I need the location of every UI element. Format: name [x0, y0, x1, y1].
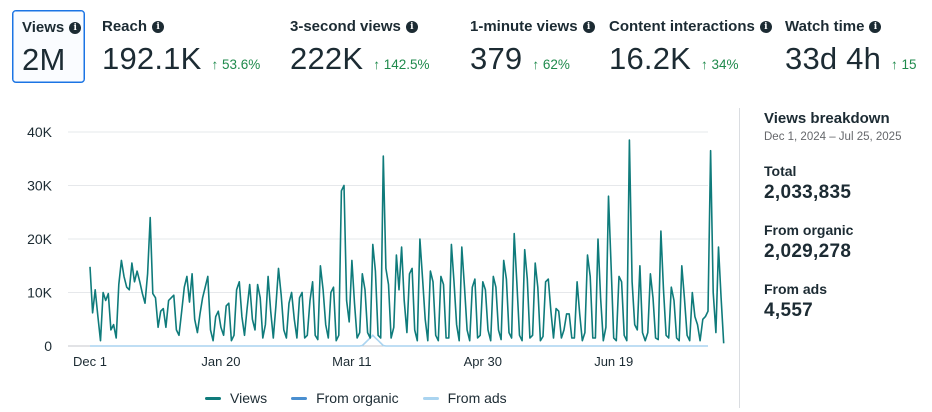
metric-1-minute-views[interactable]: 1-minute views i 379 ↑ 62% — [461, 10, 601, 83]
x-tick-label: Jan 20 — [201, 354, 240, 369]
metric-3-second-views-value: 222K — [290, 41, 364, 76]
breakdown-ads-value: 4,557 — [764, 300, 814, 321]
info-icon[interactable]: i — [759, 20, 772, 33]
info-icon[interactable]: i — [582, 20, 595, 33]
info-icon[interactable]: i — [869, 20, 882, 33]
metric-content-interactions-label: Content interactions i — [609, 18, 772, 35]
breakdown-organic-value: 2,029,278 — [764, 241, 852, 262]
metric-content-interactions[interactable]: Content interactions i 16.2K ↑ 34% — [600, 10, 772, 83]
breakdown-date-range: Dec 1, 2024 – Jul 25, 2025 — [764, 131, 902, 143]
y-tick-label: 30K — [27, 178, 53, 194]
views-chart-svg: 0 10K 20K 30K 40K Dec 1 Jan 20 Mar 11 Apr 30 Jun… — [27, 124, 725, 369]
x-tick-label: Apr 30 — [464, 354, 502, 369]
metric-views-value: 2M — [22, 42, 66, 77]
metric-reach-value: 192.1K — [102, 41, 202, 76]
metric-views[interactable]: Views i 2M — [12, 10, 85, 83]
panel-divider — [739, 108, 740, 408]
y-tick-label: 0 — [44, 338, 52, 354]
breakdown-total-label: Total — [764, 163, 797, 179]
info-icon[interactable]: i — [69, 21, 82, 34]
metric-content-interactions-value: 16.2K — [609, 41, 692, 76]
info-icon[interactable]: i — [405, 20, 418, 33]
legend-swatch-from-ads — [422, 396, 439, 400]
metric-reach-change: ↑ 53.6% — [211, 57, 261, 72]
metric-reach-label: Reach i — [102, 18, 165, 35]
breakdown-total-value: 2,033,835 — [764, 182, 852, 203]
metric-watch-time-value: 33d 4h — [785, 41, 882, 76]
metric-views-label: Views i — [22, 19, 82, 36]
series-line-views — [89, 139, 725, 344]
legend-swatch-from-organic — [291, 396, 308, 400]
views-breakdown-panel: Views breakdown Dec 1, 2024 – Jul 25, 20… — [764, 110, 932, 322]
legend-item-from-ads[interactable]: From ads — [422, 390, 507, 406]
metric-1-minute-views-value: 379 — [470, 41, 523, 76]
breakdown-ads-label: From ads — [764, 281, 828, 297]
legend-swatch-views — [205, 396, 221, 400]
info-icon[interactable]: i — [152, 20, 165, 33]
breakdown-title: Views breakdown — [764, 110, 890, 127]
metric-watch-time-change: ↑ 15 — [891, 57, 917, 72]
metric-3-second-views[interactable]: 3-second views i 222K ↑ 142.5% — [281, 10, 461, 83]
chart-legend: Views From organic From ads — [205, 390, 507, 406]
breakdown-organic-label: From organic — [764, 222, 854, 238]
metric-watch-time[interactable]: Watch time i 33d 4h ↑ 15 — [776, 10, 932, 83]
legend-item-from-organic[interactable]: From organic — [291, 390, 399, 406]
metric-1-minute-views-change: ↑ 62% — [532, 57, 570, 72]
y-tick-label: 20K — [27, 231, 53, 247]
y-tick-label: 40K — [27, 124, 53, 140]
metric-1-minute-views-label: 1-minute views i — [470, 18, 595, 35]
series-line-from-ads — [90, 334, 708, 347]
x-tick-label: Jun 19 — [594, 354, 633, 369]
metric-watch-time-label: Watch time i — [785, 18, 882, 35]
metric-3-second-views-label: 3-second views i — [290, 18, 418, 35]
metric-reach[interactable]: Reach i 192.1K ↑ 53.6% — [93, 10, 273, 83]
legend-item-views[interactable]: Views — [205, 390, 267, 406]
x-tick-label: Dec 1 — [73, 354, 107, 369]
metric-3-second-views-change: ↑ 142.5% — [373, 57, 430, 72]
x-tick-label: Mar 11 — [332, 354, 372, 369]
metric-content-interactions-change: ↑ 34% — [701, 57, 739, 72]
views-chart: 0 10K 20K 30K 40K Dec 1 Jan 20 Mar 11 Apr 30 Jun… — [0, 100, 730, 412]
y-tick-label: 10K — [27, 285, 53, 301]
